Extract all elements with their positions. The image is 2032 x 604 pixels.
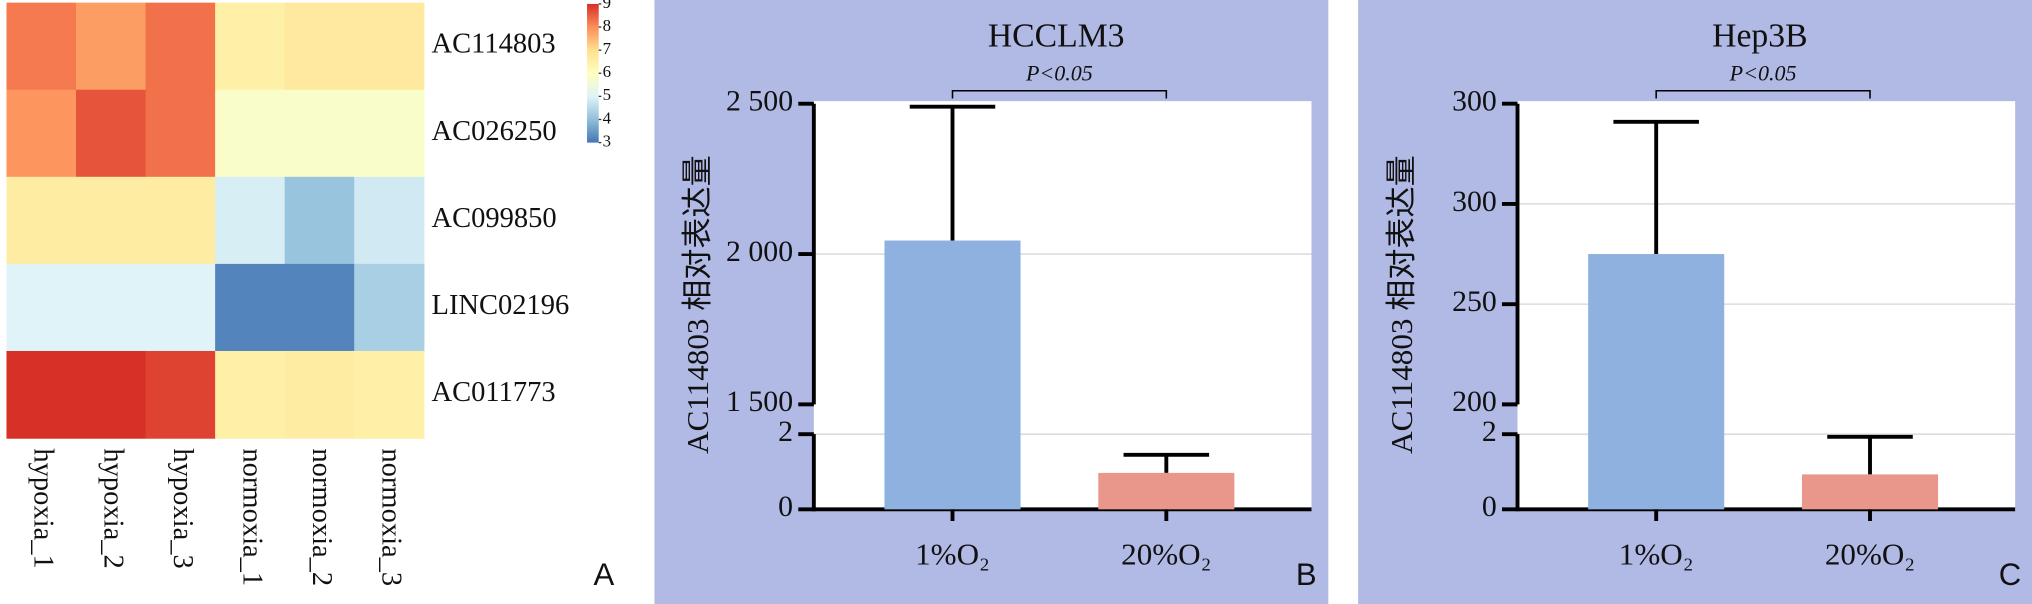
row-label: AC099850 xyxy=(432,203,557,234)
bar xyxy=(1801,474,1939,510)
significance-bracket xyxy=(951,89,1168,99)
heatmap-cell xyxy=(215,263,286,352)
y-axis-label: AC114803 相对表达量 xyxy=(1384,155,1419,454)
significance-label: P<0.05 xyxy=(1729,60,1797,85)
y-tick-label: 250 xyxy=(1452,285,1497,318)
heatmap-cell xyxy=(6,89,77,178)
y-tick-label: 200 xyxy=(1452,385,1497,418)
y-tick-label: 300 xyxy=(1452,85,1497,118)
heatmap-cell xyxy=(284,89,355,178)
colorbar-tick-label: 3 xyxy=(603,131,611,150)
colorbar-tick-label: 8 xyxy=(603,16,611,35)
heatmap-cell xyxy=(6,2,77,91)
colorbar-tick-label: 7 xyxy=(603,39,611,58)
x-tick-label: 1%O₂ xyxy=(915,536,990,571)
heatmap-cell xyxy=(6,176,77,265)
row-label: LINC02196 xyxy=(432,290,570,321)
heatmap-cell xyxy=(145,2,216,91)
heatmap-cell xyxy=(76,2,147,91)
y-tick-label: 2 500 xyxy=(726,85,793,118)
x-tick-label: 1%O₂ xyxy=(1619,536,1694,571)
colorbar-tick-label: 9 xyxy=(603,0,611,12)
y-tick-label: 0 xyxy=(778,490,793,523)
heatmap-cell xyxy=(145,263,216,352)
heatmap-cell xyxy=(354,2,425,91)
heatmap-cell xyxy=(145,89,216,178)
chart-title: Hep3B xyxy=(1712,18,1807,55)
column-label: hypoxia_1 xyxy=(28,448,59,568)
row-label: AC026250 xyxy=(432,116,557,147)
heatmap-cell xyxy=(284,263,355,352)
heatmap-cell xyxy=(284,350,355,439)
y-axis-label: AC114803 相对表达量 xyxy=(680,155,715,454)
panel-label: C xyxy=(1999,557,2021,592)
heatmap-cell xyxy=(284,2,355,91)
column-label: hypoxia_2 xyxy=(97,448,128,568)
colorbar-tick-label: 4 xyxy=(603,108,612,127)
heatmap-cell xyxy=(354,350,425,439)
heatmap-cell xyxy=(284,176,355,265)
heatmap-cell xyxy=(76,176,147,265)
row-label: AC114803 xyxy=(432,29,556,60)
chart-title: HCCLM3 xyxy=(988,18,1125,55)
heatmap-cell xyxy=(76,89,147,178)
column-label: normoxia_1 xyxy=(236,448,267,586)
heatmap-cell xyxy=(354,89,425,178)
colorbar-tick-label: 6 xyxy=(603,62,611,81)
colorbar-tick-label: 5 xyxy=(603,85,611,104)
x-tick-label: 20%O₂ xyxy=(1121,536,1211,571)
y-tick-label: 2 000 xyxy=(726,235,793,268)
heatmap-cell xyxy=(6,350,77,439)
panel-label: A xyxy=(594,557,615,592)
y-tick-label: 2 xyxy=(1482,415,1497,448)
y-tick-label: 1 500 xyxy=(726,385,793,418)
heatmap-cell xyxy=(215,89,286,178)
colorbar xyxy=(587,3,599,143)
heatmap-cell xyxy=(76,350,147,439)
heatmap-cell xyxy=(6,263,77,352)
x-tick-label: 20%O₂ xyxy=(1825,536,1915,571)
bar xyxy=(884,240,1021,510)
heatmap-cell xyxy=(215,350,286,439)
column-label: normoxia_3 xyxy=(375,448,406,586)
heatmap-cell xyxy=(145,176,216,265)
heatmap-cell xyxy=(215,2,286,91)
y-tick-label: 300 xyxy=(1452,185,1497,218)
significance-bracket xyxy=(1655,89,1871,99)
column-label: hypoxia_3 xyxy=(167,448,198,568)
bar xyxy=(1098,472,1235,510)
heatmap-cell xyxy=(76,263,147,352)
row-label: AC011773 xyxy=(432,377,556,408)
heatmap-cell xyxy=(145,350,216,439)
column-label: normoxia_2 xyxy=(306,448,337,586)
y-tick-label: 2 xyxy=(778,415,793,448)
panel-label: B xyxy=(1296,557,1317,592)
heatmap-cell xyxy=(215,176,286,265)
y-tick-label: 0 xyxy=(1482,490,1497,523)
heatmap-cell xyxy=(354,176,425,265)
heatmap-cell xyxy=(354,263,425,352)
bar xyxy=(1588,254,1725,510)
significance-label: P<0.05 xyxy=(1025,60,1093,85)
